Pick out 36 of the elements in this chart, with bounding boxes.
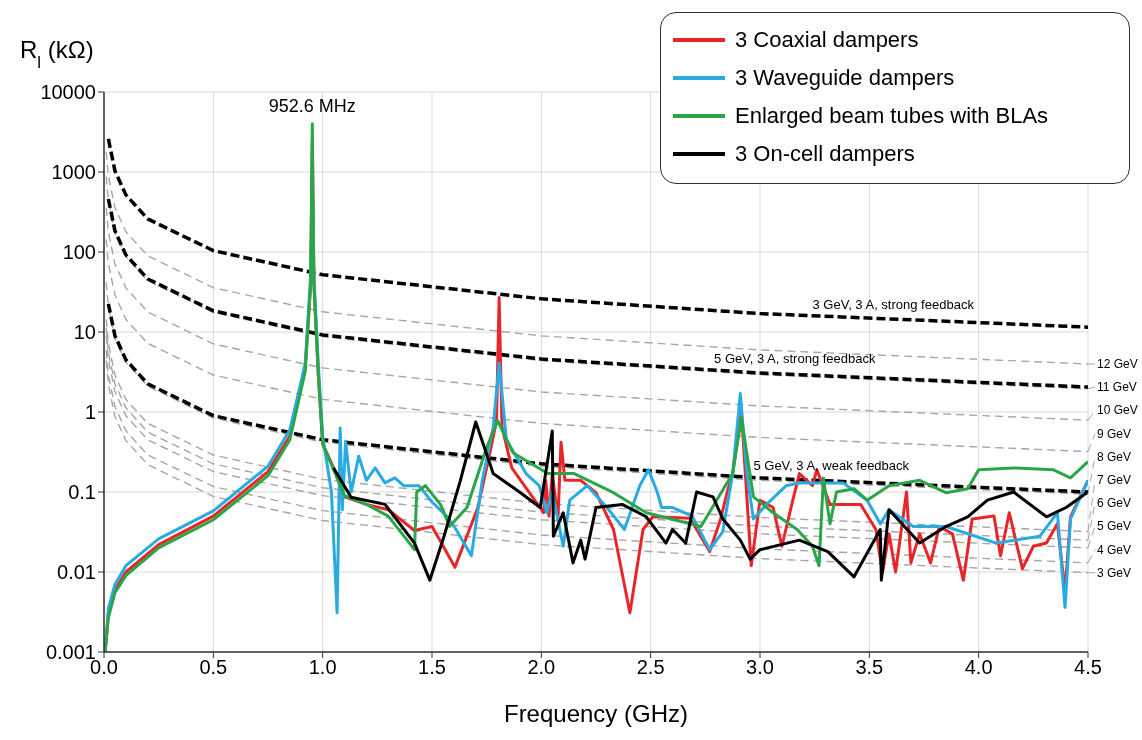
legend-label: 3 GeV: [1097, 565, 1132, 580]
text: 8 GeV: [1097, 449, 1132, 464]
legend-label: 3 Waveguide dampers: [735, 65, 955, 91]
y-tick-label: 100: [62, 241, 96, 264]
x-tick-label: 1.5: [418, 656, 446, 679]
series-label: 5 GeV, 3 A, strong feedback: [714, 351, 876, 367]
series-label: 3 GeV, 3 A, strong feedback: [812, 296, 975, 312]
text: 7 GeV: [1097, 472, 1132, 487]
y-tick-label: 10: [73, 321, 96, 344]
y-tick-label: 10000: [40, 81, 96, 104]
x-axis-title: Frequency (GHz): [503, 700, 689, 727]
legend-label: 12 GeV: [1097, 357, 1138, 372]
x-tick-label: 4.0: [964, 656, 993, 679]
y-tick-label: 0.1: [68, 481, 96, 504]
x-tick-label: 1.0: [308, 656, 337, 679]
series-label: 9 GeV: [1097, 426, 1132, 441]
annotation: 952.6 MHz: [268, 95, 356, 116]
x-tick-label: 2.0: [527, 656, 556, 679]
text: 6 GeV: [1097, 496, 1132, 511]
x-tick-label: 3.0: [746, 656, 774, 679]
legend-label: 11 GeV: [1097, 380, 1137, 395]
x-tick-label: 4.5: [1074, 656, 1102, 679]
series-label: 5 GeV, 3 A, weak feedback: [753, 458, 910, 474]
x-tick-label: 2.5: [636, 656, 665, 679]
y-tick-label: 1000: [51, 161, 96, 184]
legend-label: 4 GeV: [1097, 542, 1132, 557]
legend-label: Enlarged beam tubes with BLAs: [735, 103, 1049, 129]
legend-label: 3 Coaxial dampers: [735, 27, 919, 53]
legend-label: 3 On-cell dampers: [735, 141, 915, 167]
legend-label: 10 GeV: [1097, 403, 1138, 418]
x-tick-label: 3.5: [855, 656, 884, 679]
series-label: 5 GeV: [1097, 519, 1132, 534]
y-axis-title: R$_{l}$ (kΩ): [20, 36, 94, 72]
y-tick-label: 0.01: [57, 561, 96, 584]
y-tick-label: 1: [84, 401, 96, 424]
x-tick-label: 0.5: [199, 656, 228, 679]
